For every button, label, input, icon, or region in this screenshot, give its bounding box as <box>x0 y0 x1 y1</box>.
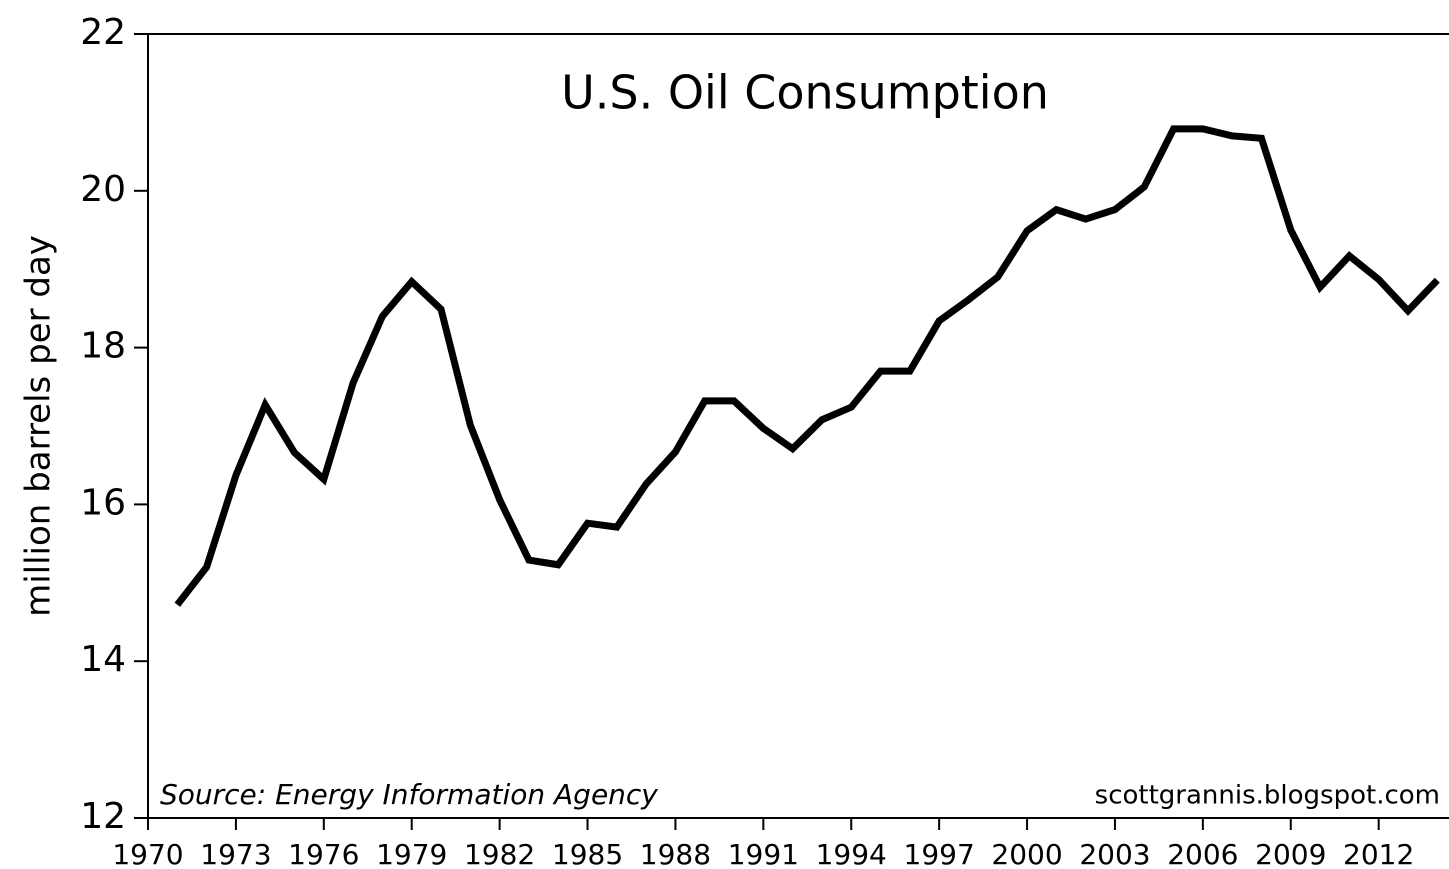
x-tick-label: 1997 <box>904 838 975 869</box>
x-tick-label: 1994 <box>816 838 887 869</box>
y-tick-label: 18 <box>80 326 126 367</box>
chart-title: U.S. Oil Consumption <box>561 66 1049 120</box>
x-tick-label: 1988 <box>640 838 711 869</box>
y-tick-label: 22 <box>80 12 126 53</box>
source-note: Source: Energy Information Agency <box>160 778 658 811</box>
y-tick-label: 20 <box>80 169 126 210</box>
x-tick-label: 1982 <box>464 838 535 869</box>
x-tick-label: 2006 <box>1167 838 1238 869</box>
y-tick-label: 14 <box>80 639 126 680</box>
x-tick-label: 1991 <box>728 838 799 869</box>
x-tick-label: 1976 <box>288 838 359 869</box>
x-tick-label: 2003 <box>1079 838 1150 869</box>
line-series <box>174 125 1440 607</box>
y-tick-label: 16 <box>80 482 126 523</box>
x-tick-label: 2000 <box>991 838 1062 869</box>
y-axis-label: million barrels per day <box>19 235 59 617</box>
credit-note: scottgrannis.blogspot.com <box>1095 781 1440 811</box>
x-tick-label: 2012 <box>1343 838 1414 869</box>
x-tick-label: 1985 <box>552 838 623 869</box>
x-tick-label: 1970 <box>112 838 183 869</box>
y-tick-label: 12 <box>80 796 126 837</box>
x-tick-label: 1979 <box>376 838 447 869</box>
x-tick-label: 1973 <box>200 838 271 869</box>
x-tick-label: 2009 <box>1255 838 1326 869</box>
